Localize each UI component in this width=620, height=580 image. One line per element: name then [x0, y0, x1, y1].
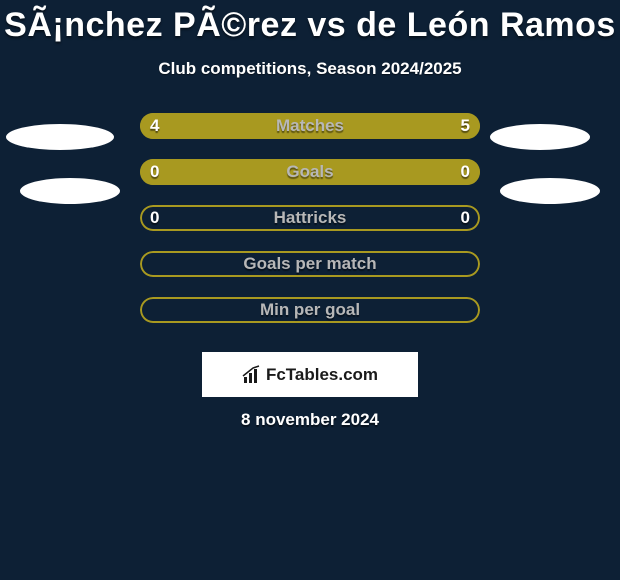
logo: FcTables.com	[242, 365, 378, 385]
stat-bar-label: Matches	[140, 113, 480, 139]
stat-row: Hattricks0 0	[0, 205, 620, 231]
decorative-ellipse	[500, 178, 600, 204]
decorative-ellipse	[490, 124, 590, 150]
stat-row: Min per goal	[0, 297, 620, 323]
decorative-ellipse	[20, 178, 120, 204]
stat-bar-track: Matches	[140, 113, 480, 139]
stat-value-left: 0	[150, 205, 159, 231]
stat-bar-track: Goals	[140, 159, 480, 185]
stat-bar-track: Min per goal	[140, 297, 480, 323]
stat-value-left: 0	[150, 159, 159, 185]
page-title: SÃ¡nchez PÃ©rez vs de León Ramos	[0, 0, 620, 45]
stat-value-right: 0	[461, 205, 470, 231]
stat-bar-label: Goals	[140, 159, 480, 185]
stat-bar-label: Goals per match	[140, 251, 480, 277]
logo-text: FcTables.com	[266, 365, 378, 385]
stat-row: Goals per match	[0, 251, 620, 277]
decorative-ellipse	[6, 124, 114, 150]
stat-bar-label: Min per goal	[140, 297, 480, 323]
stat-value-right: 0	[461, 159, 470, 185]
stat-value-left: 4	[150, 113, 159, 139]
stat-bar-label: Hattricks	[140, 205, 480, 231]
stat-bar-track: Goals per match	[140, 251, 480, 277]
stat-value-right: 5	[461, 113, 470, 139]
date-text: 8 november 2024	[0, 410, 620, 430]
page-subtitle: Club competitions, Season 2024/2025	[0, 59, 620, 79]
logo-box: FcTables.com	[202, 352, 418, 397]
chart-icon	[242, 365, 262, 385]
stat-bar-track: Hattricks	[140, 205, 480, 231]
